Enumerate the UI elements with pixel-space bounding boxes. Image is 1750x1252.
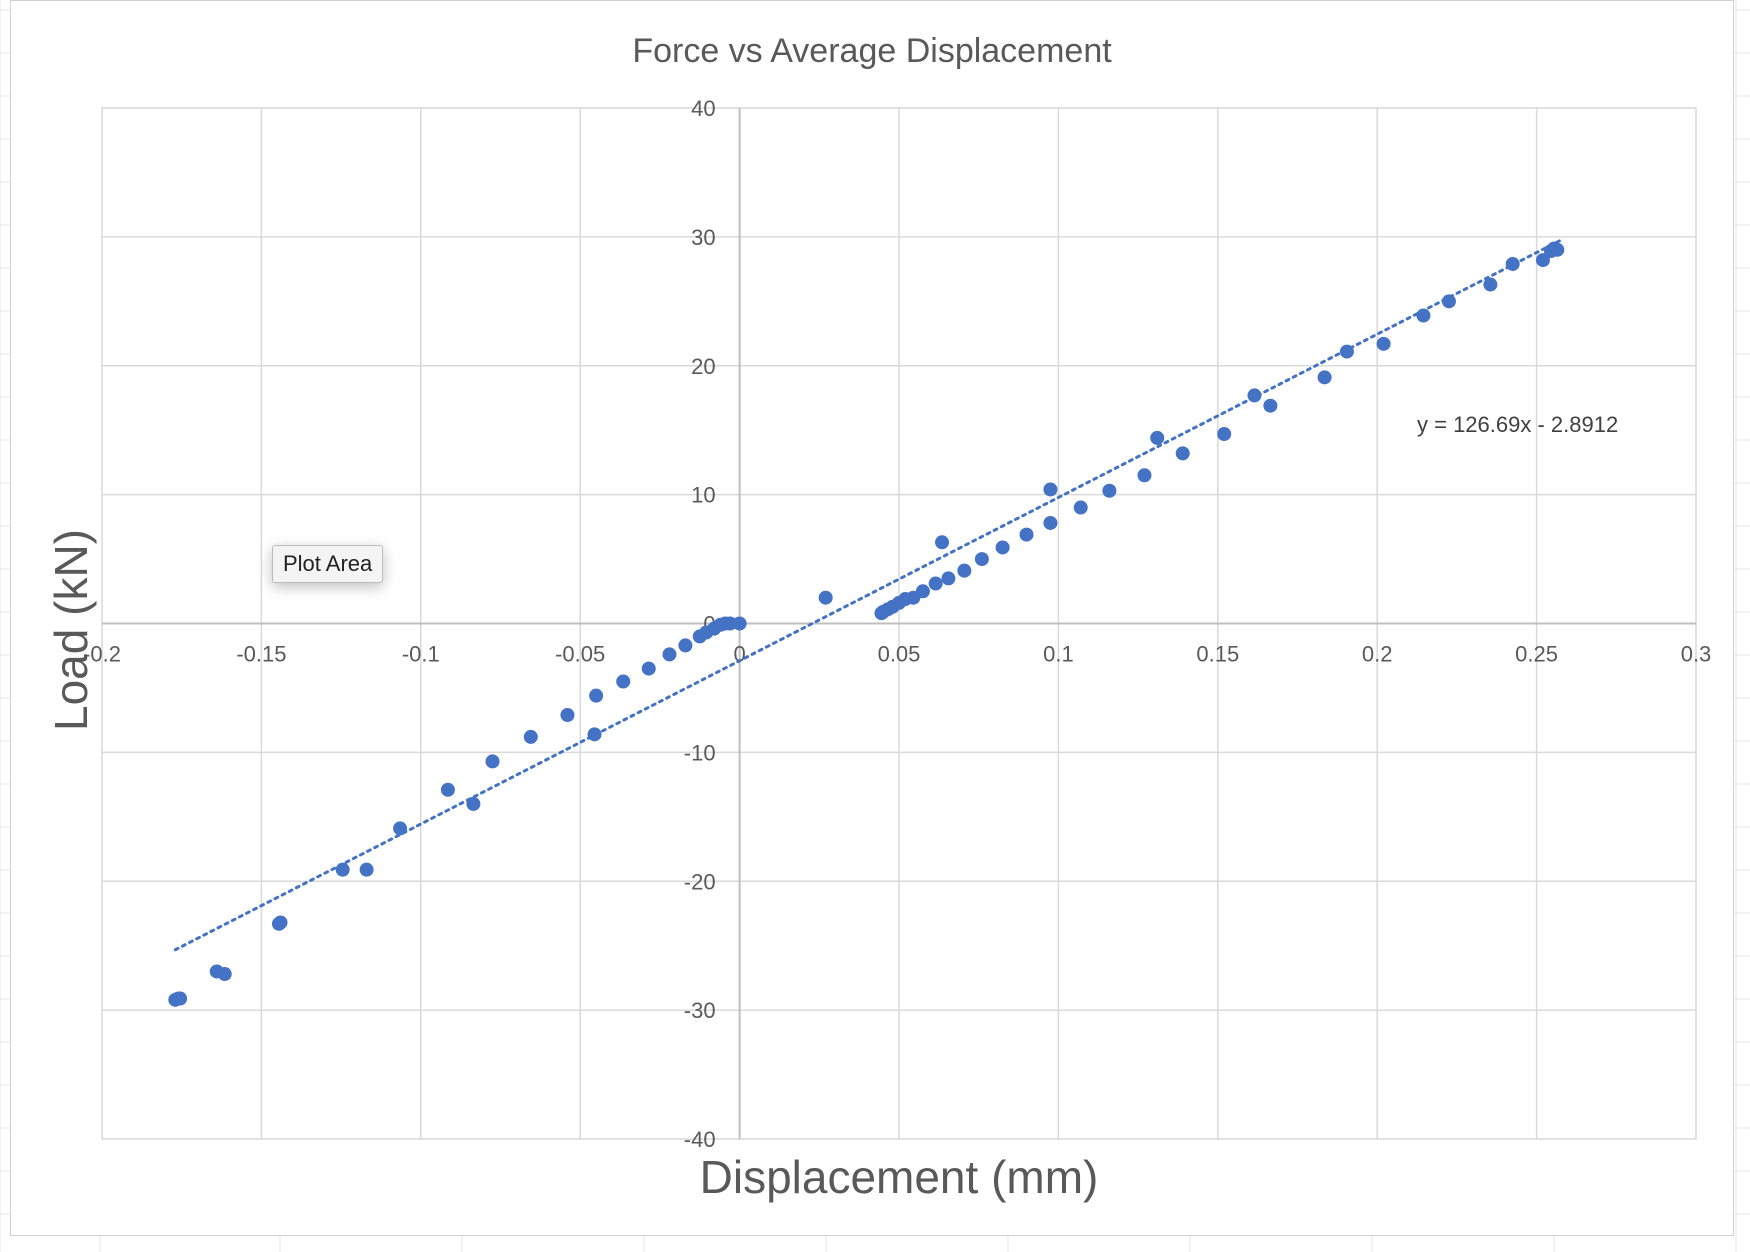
chart-title[interactable]: Force vs Average Displacement [632,32,1112,70]
data-point[interactable] [523,729,538,744]
chart-container[interactable] [10,0,1734,1236]
data-point[interactable] [1505,256,1520,271]
x-tick-label: 0.15 [1196,642,1239,667]
x-tick-label: -0.1 [402,642,440,667]
data-point[interactable] [440,782,455,797]
y-tick-label: -30 [684,998,716,1023]
data-points [168,241,1565,1007]
data-point[interactable] [1550,242,1565,257]
data-point[interactable] [928,576,943,591]
y-tick-label: 20 [691,354,715,379]
trendline[interactable] [173,238,1563,952]
data-point[interactable] [1137,468,1152,483]
data-point[interactable] [732,616,747,631]
data-point[interactable] [974,552,989,567]
plot-area-tooltip: Plot Area [272,545,384,583]
y-tick-label: 10 [691,483,715,508]
data-point[interactable] [1019,527,1034,542]
data-point[interactable] [1483,277,1498,292]
x-tick-label: -0.05 [555,642,605,667]
x-axis-title[interactable]: Displacement (mm) [700,1151,1099,1203]
data-point[interactable] [641,661,656,676]
data-point[interactable] [1102,483,1117,498]
tick-labels: -0.2 -0.15 -0.1 -0.05 0 0.05 0.1 0.15 0.2 0.25 0.3… [83,96,1711,1152]
y-tick-label: 40 [691,96,715,121]
data-point[interactable] [587,727,602,742]
x-tick-label: 0.05 [878,642,921,667]
data-point[interactable] [466,796,481,811]
y-tick-label: 30 [691,225,715,250]
data-point[interactable] [589,688,604,703]
data-point[interactable] [217,967,232,982]
data-point[interactable] [1043,482,1058,497]
x-tick-label: -0.2 [83,642,121,667]
data-point[interactable] [935,535,950,550]
data-point[interactable] [1339,344,1354,359]
x-tick-label: -0.15 [236,642,286,667]
data-point[interactable] [915,584,930,599]
data-point[interactable] [723,616,738,631]
data-point[interactable] [173,991,188,1006]
x-tick-label: 0.1 [1043,642,1074,667]
data-point[interactable] [1317,370,1332,385]
data-point[interactable] [957,563,972,578]
data-point[interactable] [1175,446,1190,461]
data-point[interactable] [1535,253,1550,268]
data-point[interactable] [1247,388,1262,403]
data-point[interactable] [359,862,374,877]
data-point[interactable] [818,590,833,605]
trendline-equation[interactable]: y = 126.69x - 2.8912 [1417,412,1618,437]
data-point[interactable] [1263,398,1278,413]
data-point[interactable] [393,821,408,836]
data-point[interactable] [995,540,1010,555]
data-point[interactable] [560,708,575,723]
y-tick-label: -20 [684,869,716,894]
data-point[interactable] [1376,336,1391,351]
data-point[interactable] [1441,294,1456,309]
data-point[interactable] [616,674,631,689]
data-point[interactable] [485,754,500,769]
data-point[interactable] [1073,500,1088,515]
x-tick-label: 0.25 [1515,642,1558,667]
x-tick-label: 0.2 [1362,642,1393,667]
data-point[interactable] [678,638,693,653]
data-point[interactable] [941,571,956,586]
data-point[interactable] [1416,308,1431,323]
y-axis-title[interactable]: Load (kN) [45,529,97,731]
data-point[interactable] [1150,430,1165,445]
data-point[interactable] [1043,515,1058,530]
x-tick-label: 0 [733,642,745,667]
x-tick-label: 0.3 [1681,642,1712,667]
data-point[interactable] [335,862,350,877]
y-tick-label: -40 [684,1127,716,1152]
data-point[interactable] [273,915,288,930]
data-point[interactable] [1217,427,1232,442]
y-tick-label: -10 [684,740,716,765]
data-point[interactable] [662,647,677,662]
